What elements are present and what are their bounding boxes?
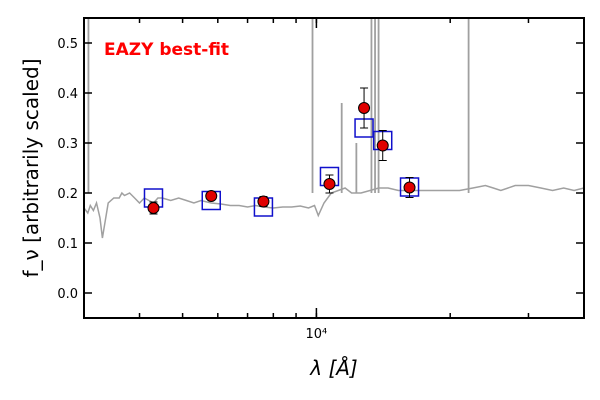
observed-flux-point-3	[323, 178, 336, 190]
y-tick-label: 0.2	[57, 187, 78, 202]
observed-flux-point-4	[358, 102, 371, 114]
y-axis-label: f_ν [arbitrarily scaled]	[19, 59, 43, 278]
plot-frame	[83, 17, 585, 319]
observed-flux-point-5	[376, 139, 389, 152]
plot-area	[84, 18, 584, 239]
y-tick-label: 0.5	[57, 37, 78, 52]
y-tick-label: 0.4	[57, 87, 78, 102]
x-tick-label: 10⁴	[306, 327, 328, 342]
axis-ticks: 0.0 0.1 0.2 0.3 0.4 0.5 10⁴	[57, 18, 584, 342]
plot-clipped-group	[84, 18, 584, 239]
annotation: EAZY best-fit	[104, 40, 229, 60]
observed-flux-point-6	[403, 181, 416, 194]
x-axis-label: λ [Å]	[309, 356, 357, 380]
observed-flux-point-2	[257, 195, 270, 208]
y-tick-label: 0.1	[57, 237, 78, 252]
observed-flux-point-0	[147, 202, 160, 214]
model-spectrum-line	[84, 184, 584, 239]
observed-flux-point-1	[205, 190, 218, 202]
y-tick-label: 0.0	[57, 287, 78, 302]
y-tick-label: 0.3	[57, 137, 78, 152]
